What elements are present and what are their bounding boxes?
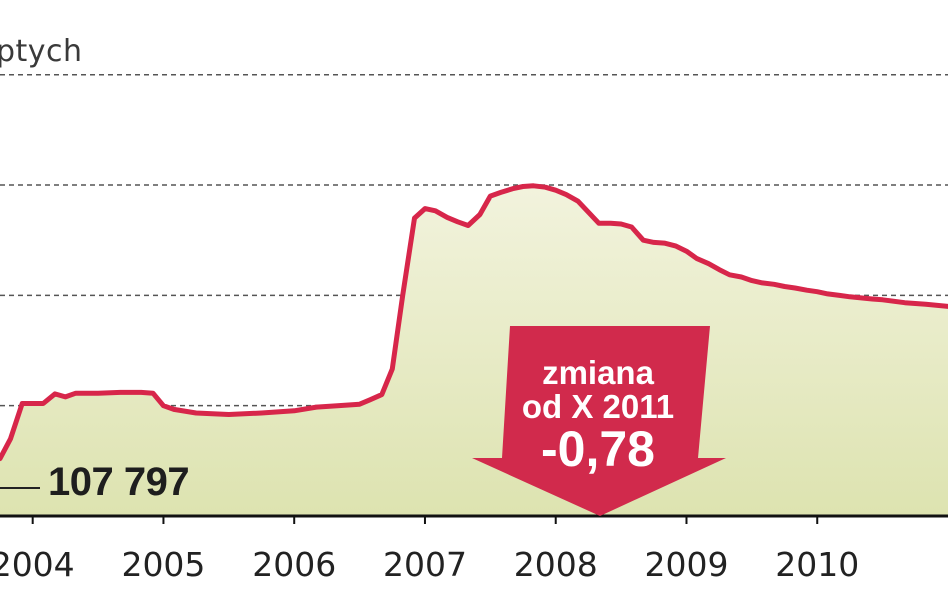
x-tick-label-2004: 2004 (0, 545, 75, 584)
callout-line-1: zmiana (542, 354, 654, 391)
change-arrow (472, 326, 726, 516)
x-tick-label-2005: 2005 (121, 545, 206, 584)
series-line (0, 183, 948, 462)
x-tick-label-2006: 2006 (252, 545, 337, 584)
callout-line-2: od X 2011 (521, 388, 675, 425)
change-callout: zmiana od X 2011 -0,78 (470, 356, 726, 474)
x-tick-label-2009: 2009 (644, 545, 729, 584)
callout-value: -0,78 (541, 421, 655, 477)
x-tick-label-2010: 2010 (775, 545, 860, 584)
x-ticks (31, 516, 819, 524)
x-tick-label-2007: 2007 (382, 545, 467, 584)
area-fill (0, 185, 948, 517)
x-tick-label-2008: 2008 (513, 545, 598, 584)
unit-label: ptych (0, 34, 83, 69)
start-value-label: 107 797 (48, 460, 190, 504)
